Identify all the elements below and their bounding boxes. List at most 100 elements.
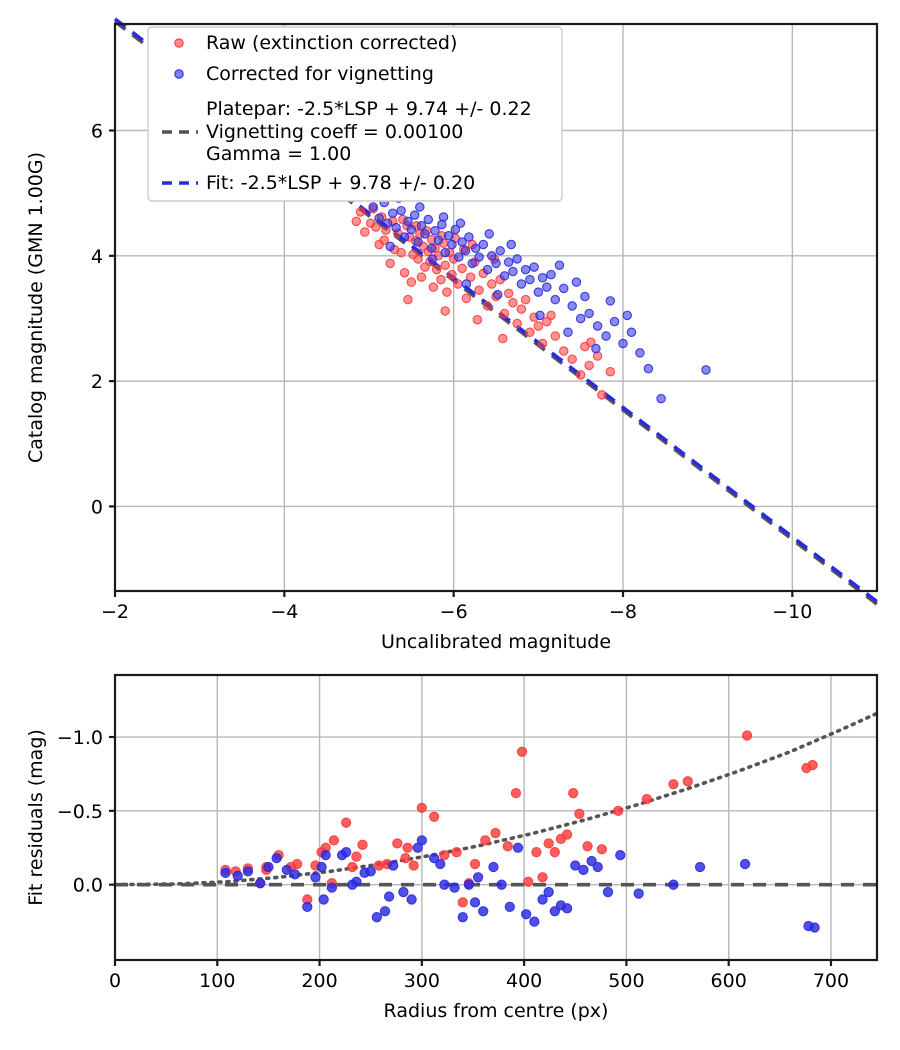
data-point bbox=[403, 216, 413, 227]
data-point bbox=[575, 370, 586, 380]
data-point bbox=[516, 746, 528, 757]
data-point bbox=[373, 860, 385, 871]
data-point bbox=[455, 218, 466, 228]
data-point bbox=[396, 247, 406, 258]
data-point bbox=[435, 858, 446, 870]
data-point bbox=[399, 232, 410, 242]
data-point bbox=[382, 218, 393, 228]
xtick-label-0: 0 bbox=[109, 970, 121, 992]
data-point bbox=[351, 876, 362, 887]
data-point bbox=[328, 835, 340, 846]
data-point bbox=[403, 294, 413, 305]
data-point bbox=[447, 269, 457, 280]
data-point bbox=[622, 310, 632, 321]
data-point bbox=[461, 293, 472, 304]
data-point bbox=[438, 212, 449, 222]
ytick-label-1: 2 bbox=[91, 371, 103, 393]
data-point bbox=[609, 316, 620, 327]
data-point bbox=[488, 861, 499, 873]
xtick-label-1: −4 bbox=[270, 601, 298, 623]
data-point bbox=[498, 333, 508, 344]
data-point bbox=[465, 272, 476, 282]
data-point bbox=[450, 224, 461, 235]
data-point bbox=[554, 260, 565, 270]
data-point bbox=[457, 263, 467, 274]
data-point bbox=[626, 327, 637, 337]
data-point bbox=[457, 237, 467, 247]
legend-box bbox=[147, 26, 563, 202]
data-point bbox=[495, 246, 505, 256]
data-point bbox=[516, 304, 527, 314]
data-point bbox=[242, 866, 254, 877]
xtick-label-0: −2 bbox=[101, 601, 129, 623]
xtick-label-2: −6 bbox=[440, 601, 468, 623]
data-point bbox=[549, 906, 560, 917]
legend-marker-dot-0 bbox=[174, 38, 184, 48]
data-point bbox=[502, 841, 513, 852]
data-point bbox=[318, 894, 329, 905]
data-point bbox=[398, 886, 409, 898]
data-point bbox=[635, 348, 645, 358]
data-point bbox=[682, 776, 693, 787]
data-point bbox=[561, 829, 573, 840]
data-point bbox=[491, 258, 501, 269]
data-point bbox=[482, 301, 493, 311]
legend: Raw (extinction corrected) Corrected for … bbox=[147, 26, 563, 202]
data-point bbox=[490, 827, 501, 839]
data-point bbox=[504, 901, 515, 912]
data-point bbox=[503, 288, 514, 299]
data-point bbox=[506, 239, 516, 250]
data-point bbox=[453, 252, 464, 262]
data-point bbox=[533, 287, 544, 297]
data-point bbox=[582, 841, 593, 852]
data-point bbox=[499, 271, 510, 281]
data-point bbox=[482, 264, 493, 275]
data-point bbox=[537, 272, 548, 283]
data-point bbox=[546, 269, 556, 280]
data-point bbox=[430, 226, 440, 236]
data-point bbox=[512, 318, 522, 329]
xtick-label-5: 500 bbox=[608, 970, 644, 992]
xaxis-title-photometric-calibration: Uncalibrated magnitude bbox=[381, 631, 611, 653]
data-point bbox=[741, 730, 753, 741]
data-point bbox=[523, 876, 534, 887]
data-point bbox=[597, 390, 607, 400]
data-point bbox=[392, 838, 403, 849]
axes-spine-photometric-calibration bbox=[113, 22, 879, 593]
data-point bbox=[416, 272, 427, 282]
data-point bbox=[316, 861, 327, 873]
data-point bbox=[428, 852, 440, 864]
data-point bbox=[549, 847, 560, 858]
data-point bbox=[402, 842, 413, 853]
data-point bbox=[592, 861, 603, 873]
legend-label-0: Raw (extinction corrected) bbox=[206, 32, 457, 54]
xtick-label-4: 400 bbox=[506, 970, 542, 992]
data-point bbox=[568, 787, 579, 799]
data-point bbox=[464, 232, 474, 242]
data-point bbox=[387, 208, 398, 218]
data-point bbox=[302, 901, 313, 912]
data-point bbox=[440, 306, 450, 316]
data-point bbox=[415, 202, 425, 212]
data-point bbox=[586, 855, 597, 867]
data-point bbox=[396, 205, 406, 216]
scatter-series-1 bbox=[368, 188, 711, 404]
legend-label-3: Vignetting coeff = 0.00100 bbox=[206, 121, 463, 143]
plot-line-1 bbox=[113, 711, 879, 887]
ytick-label-0: 0 bbox=[91, 496, 103, 518]
axes-spine-fit-residuals-vs-radius bbox=[113, 673, 879, 962]
data-point bbox=[605, 296, 616, 306]
data-point bbox=[442, 287, 452, 297]
data-point bbox=[531, 847, 542, 858]
data-point bbox=[542, 282, 552, 292]
data-point bbox=[512, 842, 524, 853]
data-point bbox=[461, 279, 472, 289]
data-point bbox=[574, 808, 585, 819]
data-point bbox=[467, 258, 478, 269]
xtick-label-2: 200 bbox=[301, 970, 337, 992]
data-point bbox=[406, 894, 417, 905]
data-point bbox=[469, 858, 481, 870]
data-point bbox=[546, 310, 556, 321]
data-point bbox=[460, 246, 471, 256]
data-point bbox=[613, 805, 624, 816]
